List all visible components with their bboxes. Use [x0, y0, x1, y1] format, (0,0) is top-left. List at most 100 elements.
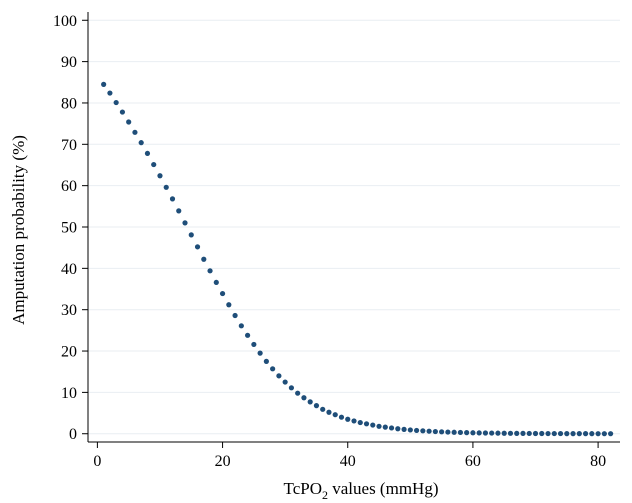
data-point — [589, 431, 595, 437]
data-point — [464, 430, 470, 436]
data-point — [345, 416, 351, 422]
data-points — [101, 81, 614, 437]
y-tick-label: 0 — [69, 426, 77, 443]
y-axis-title: Amputation probability (%) — [9, 135, 28, 325]
data-point — [288, 385, 295, 391]
data-point — [219, 290, 226, 297]
data-point — [426, 428, 432, 434]
data-point — [357, 419, 363, 426]
data-point — [595, 431, 601, 437]
data-point — [526, 430, 532, 437]
data-point — [407, 427, 413, 433]
data-point — [226, 302, 232, 308]
data-point — [445, 429, 451, 435]
data-point — [570, 431, 576, 437]
data-point — [601, 431, 607, 437]
x-ticks: 0 20 40 60 80 — [93, 442, 606, 470]
data-point — [132, 129, 138, 135]
data-point — [213, 279, 219, 286]
data-point — [420, 428, 426, 434]
data-point — [276, 373, 282, 379]
data-point — [107, 90, 113, 96]
data-point — [363, 421, 370, 427]
data-point — [532, 430, 539, 437]
x-axis-title-tail: values (mmHg) — [328, 479, 438, 498]
data-point — [295, 390, 301, 396]
data-point — [551, 430, 557, 437]
data-point — [495, 430, 501, 436]
data-point — [376, 423, 382, 429]
x-tick-label: 0 — [93, 453, 101, 470]
data-point — [539, 430, 545, 437]
data-point — [238, 323, 244, 329]
gridlines — [88, 19, 620, 435]
data-point — [557, 430, 564, 437]
data-point — [182, 220, 188, 226]
data-point — [270, 366, 276, 372]
data-point — [388, 425, 395, 431]
data-point — [432, 428, 438, 435]
x-tick-label: 20 — [215, 453, 231, 470]
data-point — [113, 99, 119, 106]
y-ticks: 0 10 20 30 40 50 60 70 80 90 100 — [53, 13, 88, 443]
y-tick-label: 90 — [61, 54, 77, 71]
data-point — [307, 399, 313, 405]
data-point — [207, 268, 213, 274]
x-axis-title-subscript: 2 — [322, 488, 328, 502]
data-point — [507, 430, 514, 436]
data-point — [101, 81, 107, 87]
data-point — [608, 431, 614, 437]
x-axis-title-main: TcPO — [284, 479, 322, 498]
data-point — [338, 414, 345, 420]
y-tick-label: 10 — [61, 385, 77, 402]
data-point — [382, 424, 388, 430]
data-point — [176, 208, 182, 214]
data-point — [351, 418, 357, 424]
data-point — [439, 429, 445, 435]
y-tick-label: 50 — [61, 220, 77, 237]
data-point — [489, 430, 495, 436]
y-tick-label: 30 — [61, 302, 77, 319]
data-point — [326, 409, 332, 415]
data-point — [144, 150, 151, 157]
y-tick-label: 80 — [61, 95, 77, 112]
data-point — [514, 430, 520, 436]
data-point — [370, 422, 376, 428]
x-tick-label: 40 — [340, 453, 356, 470]
data-point — [413, 427, 420, 434]
data-point — [576, 431, 582, 437]
y-tick-label: 60 — [61, 178, 77, 195]
data-point — [151, 161, 157, 168]
data-point — [320, 406, 326, 412]
data-point — [257, 350, 263, 356]
x-axis-title: TcPO2 values (mmHg) — [284, 479, 439, 502]
x-tick-label: 80 — [590, 453, 606, 470]
data-point — [163, 184, 169, 190]
data-point — [582, 431, 589, 437]
data-point — [157, 173, 163, 179]
data-point — [476, 430, 482, 436]
y-tick-label: 20 — [61, 344, 77, 361]
data-point — [138, 140, 144, 146]
data-point — [263, 358, 269, 364]
data-point — [245, 332, 251, 338]
data-point — [201, 256, 207, 262]
data-point — [470, 430, 476, 436]
y-tick-label: 70 — [61, 137, 77, 154]
data-point — [119, 109, 126, 115]
data-point — [457, 429, 463, 436]
data-point — [395, 426, 401, 432]
data-point — [188, 232, 194, 238]
data-point — [232, 312, 238, 319]
data-point — [564, 431, 570, 437]
data-point — [501, 430, 507, 436]
data-point — [451, 429, 457, 435]
data-point — [194, 244, 201, 250]
data-point — [313, 403, 320, 409]
y-tick-label: 100 — [53, 13, 77, 30]
data-point — [332, 412, 338, 418]
y-tick-label: 40 — [61, 261, 77, 278]
data-point — [401, 426, 407, 432]
